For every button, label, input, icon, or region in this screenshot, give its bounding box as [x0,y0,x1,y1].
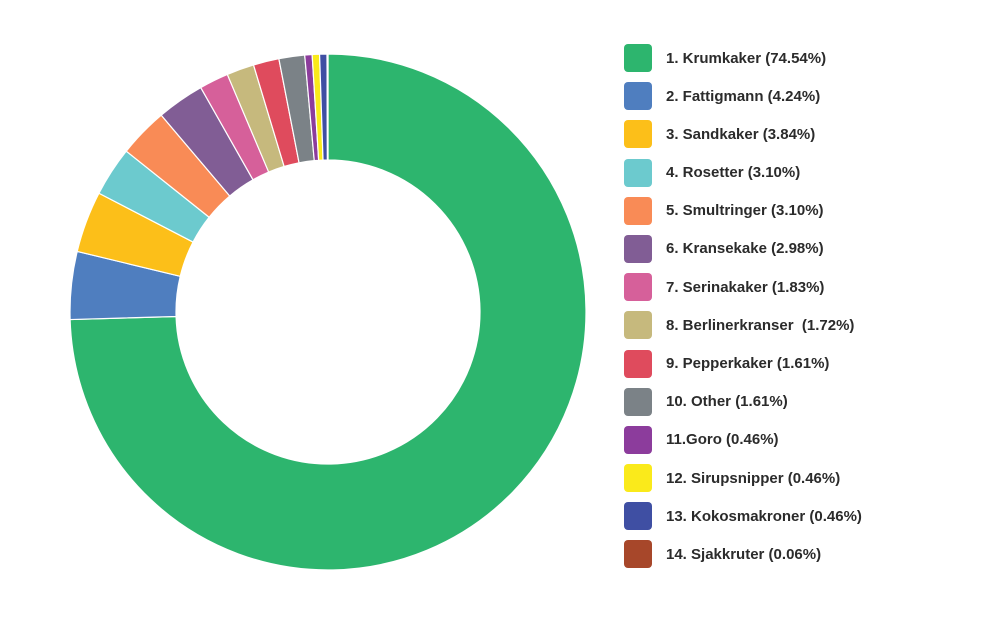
chart-legend: 1. Krumkaker (74.54%) 2. Fattigmann (4.24… [624,44,984,579]
legend-swatch [624,540,652,569]
legend-swatch [624,273,652,302]
legend-swatch [624,387,652,416]
legend-label: 4. Rosetter (3.10%) [666,164,801,182]
legend-swatch [624,44,652,72]
legend-item-fattigmann: 2. Fattigmann (4.24%) [624,82,984,111]
legend-swatch [624,349,652,378]
legend-label: 9. Pepperkaker (1.61%) [666,355,830,372]
legend-swatch [624,425,652,454]
legend-item-sirupsnipper: 12. Sirupsnipper (0.46%) [624,464,984,493]
legend-swatch [624,234,652,263]
legend-item-pepperkaker: 9. Pepperkaker (1.61%) [624,349,984,378]
legend-label: 12. Sirupsnipper (0.46%) [666,469,841,487]
legend-item-sandkaker: 3. Sandkaker (3.84%) [624,120,984,149]
legend-swatch [624,311,652,340]
legend-label: 2. Fattigmann (4.24%) [666,87,821,105]
legend-item-krumkaker: 1. Krumkaker (74.54%) [624,44,984,72]
slice-sjakkruter [326,53,329,161]
legend-label: 1. Krumkaker (74.54%) [666,49,827,67]
legend-swatch [624,502,652,531]
legend-label: 14. Sjakkruter (0.06%) [666,545,822,563]
legend-item-kokosmakroner: 13. Kokosmakroner (0.46%) [624,502,984,531]
legend-swatch [624,464,652,493]
legend-item-berlinerkranser: 8. Berlinerkranser (1.72%) [624,311,984,340]
legend-label: 6. Kransekake (2.98%) [666,240,824,258]
legend-item-smultringer: 5. Smultringer (3.10%) [624,196,984,225]
legend-label: 13. Kokosmakroner (0.46%) [666,507,862,525]
slice-krumkaker [69,53,587,571]
legend-label: 11.Goro (0.46%) [666,431,779,449]
legend-item-sjakkruter: 14. Sjakkruter (0.06%) [624,540,984,569]
legend-label: 10. Other (1.61%) [666,393,788,411]
legend-item-serinakaker: 7. Serinakaker (1.83%) [624,273,984,302]
legend-swatch [624,158,652,187]
legend-label: 3. Sandkaker (3.84%) [666,125,816,143]
legend-item-other: 10. Other (1.61%) [624,387,984,416]
legend-label: 7. Serinakaker (1.83%) [666,278,825,296]
legend-item-rosetter: 4. Rosetter (3.10%) [624,158,984,187]
legend-swatch [624,196,652,225]
donut-chart [69,53,587,571]
legend-swatch [624,82,652,111]
legend-swatch [624,120,652,149]
legend-item-goro: 11.Goro (0.46%) [624,425,984,454]
legend-item-kransekake: 6. Kransekake (2.98%) [624,234,984,263]
legend-label: 8. Berlinerkranser (1.72%) [666,316,855,334]
legend-label: 5. Smultringer (3.10%) [666,202,824,220]
